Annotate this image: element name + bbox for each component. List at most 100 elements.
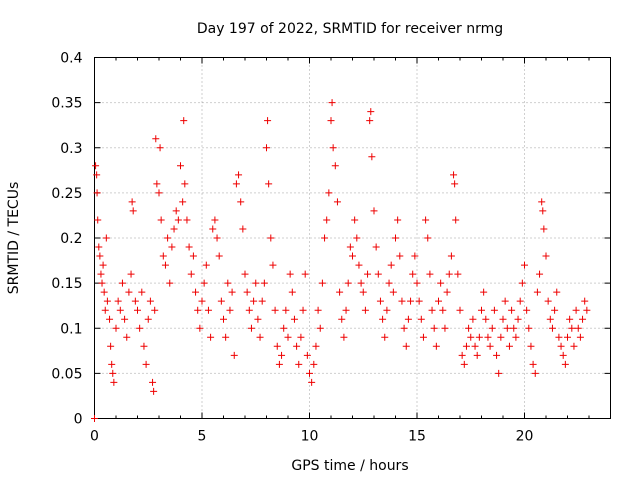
data-point — [553, 288, 561, 296]
data-point — [308, 378, 316, 386]
data-point — [516, 297, 524, 305]
data-point — [196, 324, 204, 332]
data-point — [108, 360, 116, 368]
data-point — [151, 306, 159, 314]
y-tick-label: 0.3 — [60, 141, 82, 157]
data-point — [465, 324, 473, 332]
data-point — [306, 369, 313, 377]
data-point — [428, 306, 436, 314]
data-point — [413, 279, 421, 287]
data-point — [121, 315, 129, 323]
data-point — [232, 180, 240, 188]
data-point — [226, 306, 234, 314]
data-point — [166, 279, 174, 287]
data-point — [546, 315, 554, 323]
data-point — [297, 333, 305, 341]
data-point — [213, 234, 221, 242]
data-point — [97, 270, 105, 278]
data-point — [333, 198, 341, 206]
data-point — [518, 279, 526, 287]
data-point — [426, 270, 434, 278]
data-point — [293, 342, 301, 350]
data-point — [185, 243, 193, 251]
data-point — [381, 333, 389, 341]
data-point — [106, 315, 114, 323]
data-point — [422, 216, 430, 224]
data-point — [551, 306, 559, 314]
y-tick-label: 0.25 — [51, 186, 82, 202]
data-point — [192, 288, 200, 296]
data-point — [548, 324, 556, 332]
data-point — [437, 279, 445, 287]
data-point — [529, 360, 537, 368]
data-point — [220, 315, 227, 323]
data-point — [424, 234, 432, 242]
data-point — [514, 315, 522, 323]
data-point — [327, 117, 335, 125]
data-point — [404, 315, 412, 323]
data-point — [394, 216, 402, 224]
data-point — [454, 270, 462, 278]
data-point — [280, 324, 288, 332]
data-point — [542, 252, 550, 260]
data-point — [570, 342, 578, 350]
data-point — [150, 387, 158, 395]
data-point — [512, 333, 520, 341]
data-point — [445, 270, 453, 278]
data-point — [254, 315, 262, 323]
data-point — [376, 297, 384, 305]
data-point — [435, 297, 442, 305]
x-tick-label: 10 — [301, 429, 319, 445]
y-tick-label: 0.35 — [51, 96, 82, 112]
data-point — [353, 234, 361, 242]
data-point — [222, 333, 230, 341]
data-point — [93, 189, 101, 197]
data-point — [328, 99, 336, 107]
data-point — [419, 333, 427, 341]
chart-title: Day 197 of 2022, SRMTID for receiver nrm… — [197, 21, 503, 37]
data-point — [540, 225, 548, 233]
data-point — [361, 306, 369, 314]
data-point — [316, 324, 324, 332]
data-point — [368, 153, 376, 161]
data-point — [256, 333, 264, 341]
data-point — [127, 270, 135, 278]
data-point — [177, 162, 184, 170]
data-point — [128, 198, 136, 206]
data-point — [164, 234, 172, 242]
x-axis-title: GPS time / hours — [291, 458, 408, 474]
data-point — [207, 333, 215, 341]
data-point — [475, 333, 483, 341]
data-point — [329, 144, 337, 152]
data-point — [460, 360, 468, 368]
data-point — [338, 315, 346, 323]
data-point — [241, 270, 249, 278]
data-point — [156, 144, 164, 152]
data-point — [247, 324, 255, 332]
data-point — [396, 252, 404, 260]
data-point — [544, 297, 552, 305]
data-point — [174, 216, 182, 224]
data-point — [200, 279, 208, 287]
data-point — [91, 415, 98, 422]
data-point — [107, 342, 115, 350]
data-point — [265, 180, 273, 188]
data-point — [355, 261, 363, 269]
data-point — [131, 297, 139, 305]
data-point — [245, 306, 253, 314]
data-point — [323, 216, 331, 224]
data-point — [566, 315, 574, 323]
data-point — [484, 333, 492, 341]
data-point — [387, 261, 395, 269]
data-point — [168, 243, 176, 251]
data-point — [96, 252, 104, 260]
data-point — [224, 279, 232, 287]
y-axis-title: SRMTID / TECUs — [6, 182, 22, 295]
data-point — [142, 360, 150, 368]
data-point — [170, 225, 178, 233]
data-point — [153, 180, 161, 188]
data-point — [187, 270, 195, 278]
data-point — [379, 315, 387, 323]
data-point — [372, 243, 380, 251]
